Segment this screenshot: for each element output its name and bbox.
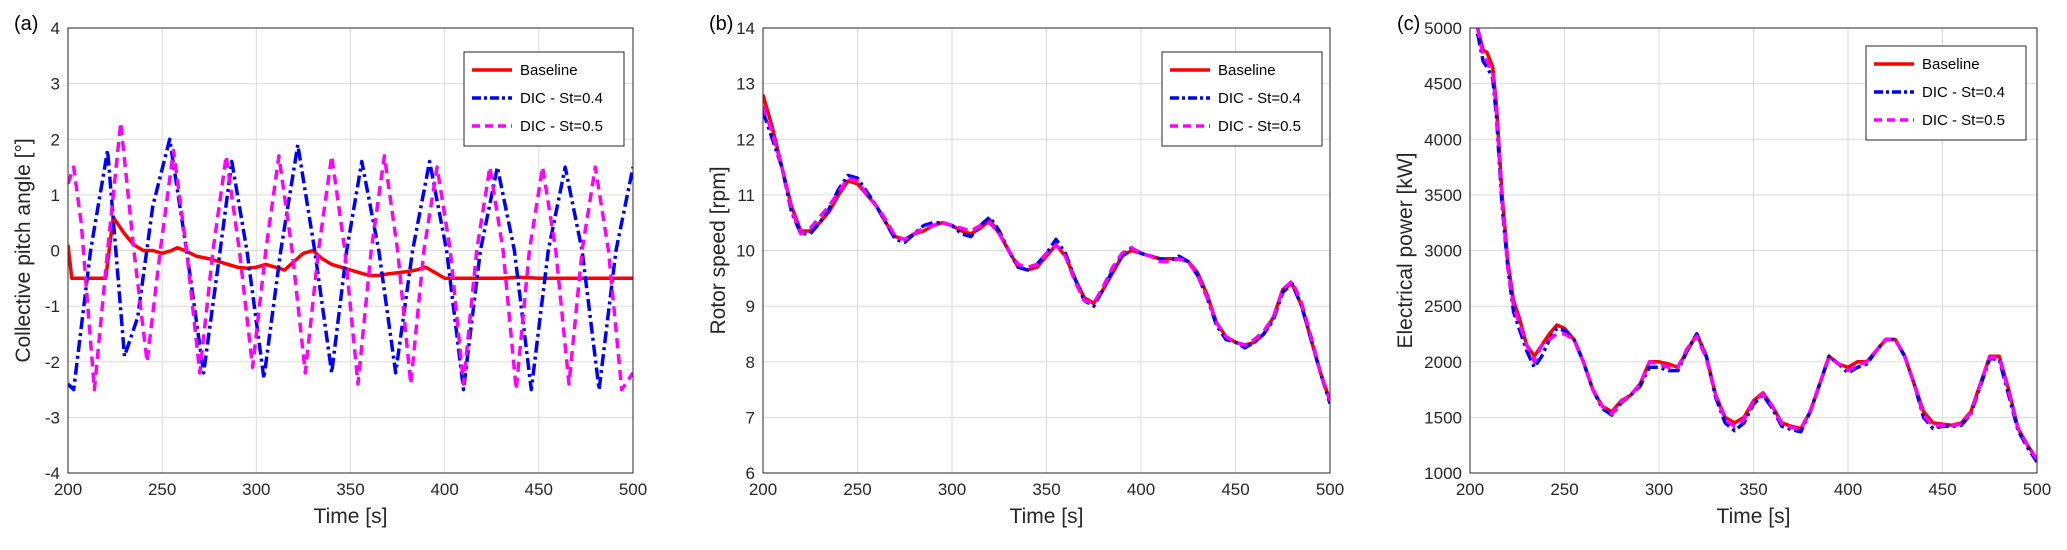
y-tick-label-a-8: 4 [51,19,60,38]
y-axis-label-c: Electrical power [kW] [1394,152,1417,348]
y-tick-label-a-5: 1 [51,186,60,205]
x-axis-label-c: Time [s] [1717,505,1791,528]
x-tick-label-c-2: 300 [1645,480,1673,499]
y-tick-label-b-8: 14 [736,19,755,38]
x-tick-label-b-5: 450 [1221,480,1249,499]
panel-b: 200 250 300 350 400 450 500 6 7 8 9 10 11 12 13 14 Time … [707,13,1344,528]
y-tick-label-b-4: 10 [736,242,755,261]
series-line-a-1 [68,137,633,392]
x-tick-label-a-0: 200 [54,480,82,499]
x-tick-label-c-1: 250 [1550,480,1578,499]
legend-label-b-1: DIC - St=0.4 [1218,90,1301,107]
x-tick-label-c-0: 200 [1456,480,1484,499]
legend-label-a-0: Baseline [520,62,578,79]
y-tick-label-c-5: 3500 [1424,186,1462,205]
x-tick-label-a-1: 250 [148,480,176,499]
legend-label-a-1: DIC - St=0.4 [520,90,603,107]
y-tick-label-c-7: 4500 [1424,75,1462,94]
legend-label-a-2: DIC - St=0.5 [520,118,603,135]
x-tick-label-a-4: 400 [430,480,458,499]
x-tick-label-b-2: 300 [938,480,966,499]
series-line-b-2 [763,105,1330,402]
y-tick-label-c-2: 2000 [1424,353,1462,372]
x-tick-label-c-5: 450 [1928,480,1956,499]
x-tick-label-c-4: 400 [1834,480,1862,499]
x-axis-label-b: Time [s] [1010,505,1084,528]
x-tick-label-a-5: 450 [525,480,553,499]
y-tick-label-b-1: 7 [746,408,755,427]
panel-label-a: (a) [14,13,38,35]
panel-label-c: (c) [1397,13,1420,35]
y-tick-label-c-1: 1500 [1424,408,1462,427]
y-tick-label-c-0: 1000 [1424,464,1462,483]
y-tick-label-a-1: -3 [45,408,60,427]
y-tick-label-c-8: 5000 [1424,19,1462,38]
y-tick-label-b-2: 8 [746,353,755,372]
x-tick-label-b-1: 250 [843,480,871,499]
x-tick-label-b-3: 350 [1032,480,1060,499]
y-axis-label-b: Rotor speed [rpm] [707,166,730,334]
x-tick-label-b-6: 500 [1316,480,1344,499]
y-axis-label-a: Collective pitch angle [°] [12,138,35,362]
x-tick-label-c-6: 500 [2023,480,2051,499]
legend-label-b-2: DIC - St=0.5 [1218,118,1301,135]
x-tick-label-a-6: 500 [619,480,647,499]
x-tick-label-a-3: 350 [336,480,364,499]
y-tick-label-b-3: 9 [746,297,755,316]
x-axis-label-a: Time [s] [314,505,388,528]
axes-box-b [762,27,1331,474]
y-tick-label-a-4: 0 [51,242,60,261]
series-line-c-1 [1475,33,2037,463]
y-tick-label-b-6: 12 [736,130,755,149]
series-line-a-2 [68,120,633,392]
series-line-c-2 [1475,28,2037,461]
legend-label-b-0: Baseline [1218,62,1276,79]
y-tick-label-c-6: 4000 [1424,130,1462,149]
legend-label-c-0: Baseline [1922,56,1980,73]
panel-label-b: (b) [709,13,733,35]
panel-a: 200 250 300 350 400 450 500 -4 -3 -2 -1 0 1 2 3 4 Time [… [12,13,647,528]
legend-label-c-2: DIC - St=0.5 [1922,112,2005,129]
x-tick-label-b-4: 400 [1127,480,1155,499]
axes-box-a [67,27,634,474]
x-tick-label-a-2: 300 [242,480,270,499]
y-tick-label-a-0: -4 [45,464,60,483]
y-tick-label-a-6: 2 [51,130,60,149]
y-tick-label-c-4: 3000 [1424,242,1462,261]
x-tick-label-c-3: 350 [1739,480,1767,499]
series-line-a-0 [68,215,633,281]
y-tick-label-c-3: 2500 [1424,297,1462,316]
y-tick-label-b-7: 13 [736,75,755,94]
y-tick-label-a-2: -2 [45,353,60,372]
y-tick-label-a-7: 3 [51,75,60,94]
axes-box-c [1469,27,2038,474]
x-tick-label-b-0: 200 [749,480,777,499]
legend-label-c-1: DIC - St=0.4 [1922,84,2005,101]
y-tick-label-b-0: 6 [746,464,755,483]
y-tick-label-a-3: -1 [45,297,60,316]
y-tick-label-b-5: 11 [737,186,755,205]
series-line-b-1 [763,110,1330,405]
panel-c: 200 250 300 350 400 450 500 1000 1500 2000 2500 300… [1394,13,2051,528]
